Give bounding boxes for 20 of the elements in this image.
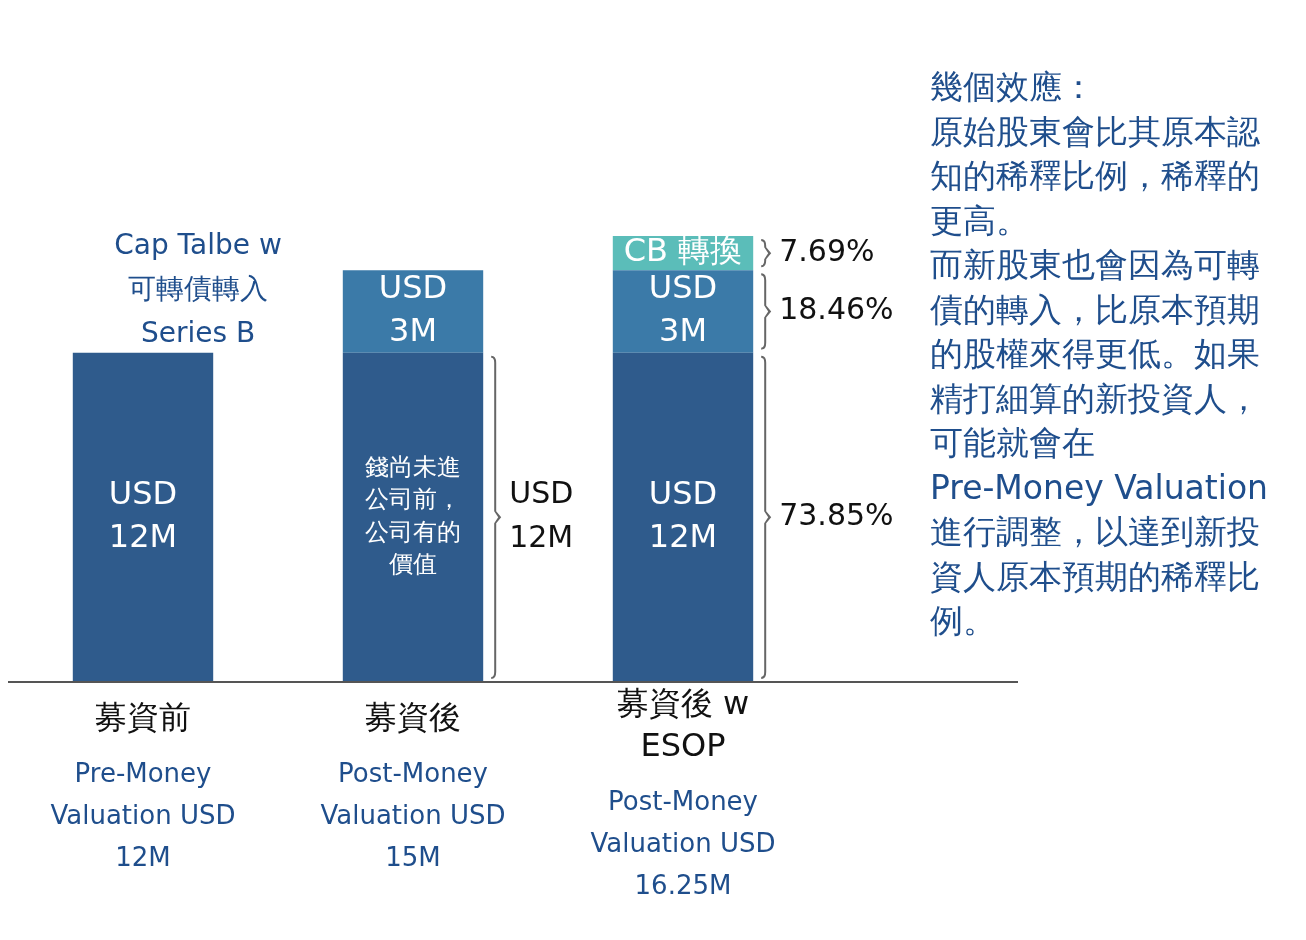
data-label: CB 轉換 [623, 231, 743, 270]
annotation: 7.69% [779, 232, 875, 268]
text: 幾個效應： [930, 67, 1095, 106]
annotation: USD 12M [509, 475, 574, 555]
text: Post-Money Valuation USD 16.25M [590, 786, 776, 900]
data-label: USD 3M [378, 268, 448, 350]
annotation: 73.85% [779, 497, 894, 533]
data-label: USD 12M [648, 474, 718, 556]
text: Cap Talbe w 可轉債轉入 Series B [114, 228, 282, 349]
annotation: 18.46% [779, 291, 894, 327]
text: Pre-Money Valuation USD 12M [50, 758, 236, 872]
data-label: USD 12M [108, 474, 178, 556]
x-tick-label: 募資後 w ESOP [616, 684, 750, 764]
data-label: 錢尚未進公司前，公司有的價值 [365, 452, 461, 579]
text: 而新股東也會因為可轉債的轉入，比原本預期的股權來得更低。如果精打細算的新投資人，可能就會在 Pre-Money Valuation 進行調整，以達到新投資人原本預期的稀釋比例。 [930, 245, 1269, 640]
text: Post-Money Valuation USD 15M [320, 758, 506, 872]
annotation: 原始股東會比其原本認知的稀釋比例，稀釋的更高。 [930, 111, 1260, 240]
x-tick-label: 募資後 [365, 698, 461, 736]
data-label: USD 3M [648, 268, 718, 350]
x-tick-label: 募資前 [95, 698, 191, 736]
